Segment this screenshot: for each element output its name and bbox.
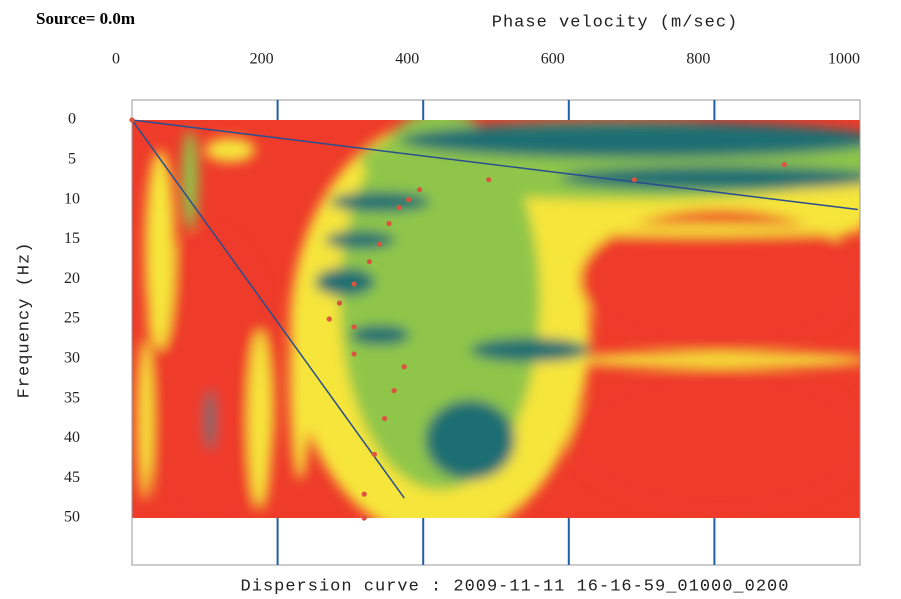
caption: Dispersion curve : 2009-11-11 16-16-59_0… [241, 577, 790, 596]
y-axis-label: Frequency (Hz) [15, 242, 34, 399]
y-tick-label: 45 [64, 469, 80, 486]
y-tick-label: 10 [64, 190, 80, 207]
dispersion-point [391, 388, 397, 394]
reference-line [131, 119, 858, 211]
y-tick-label: 30 [64, 349, 80, 366]
dispersion-point [361, 515, 367, 521]
y-tick-label: 20 [64, 270, 80, 287]
y-tick-label: 15 [64, 230, 80, 247]
x-tick-label: 1000 [828, 51, 860, 68]
dispersion-point [336, 300, 343, 306]
x-axis-label: Phase velocity (m/sec) [492, 13, 738, 32]
y-tick-label: 50 [64, 509, 80, 526]
dispersion-point [416, 187, 423, 193]
dispersion-point [382, 415, 388, 422]
dispersion-point [386, 220, 392, 227]
x-tick-label: 600 [541, 51, 565, 68]
dispersion-point [366, 259, 372, 265]
frame [131, 99, 861, 566]
y-tick-label: 35 [64, 389, 80, 406]
y-tick-label: 25 [64, 310, 80, 327]
dispersion-point [631, 177, 637, 183]
chart-title: Source= 0.0m [36, 9, 135, 28]
dispersion-point [351, 351, 357, 357]
dispersion-point [351, 281, 357, 287]
x-tick-label: 200 [250, 51, 274, 68]
x-tick-label: 0 [112, 51, 120, 68]
dispersion-point [376, 241, 383, 247]
x-tick-label: 400 [395, 51, 419, 68]
reference-line [131, 119, 405, 499]
dispersion-point [401, 364, 407, 370]
y-tick-label: 40 [64, 429, 80, 446]
dispersion-point [351, 324, 357, 330]
x-tick-label: 800 [686, 51, 710, 68]
y-tick-label: 0 [68, 111, 76, 128]
dispersion-point [486, 177, 492, 183]
y-tick-label: 5 [68, 150, 76, 167]
dispersion-point [361, 491, 367, 497]
dispersion-point [396, 204, 402, 211]
dispersion-point [406, 197, 412, 203]
dispersion-point [326, 316, 332, 322]
heatmap [132, 120, 860, 518]
dispersion-point [781, 161, 787, 168]
dispersion-point [371, 451, 378, 457]
dispersion-point [129, 117, 135, 123]
